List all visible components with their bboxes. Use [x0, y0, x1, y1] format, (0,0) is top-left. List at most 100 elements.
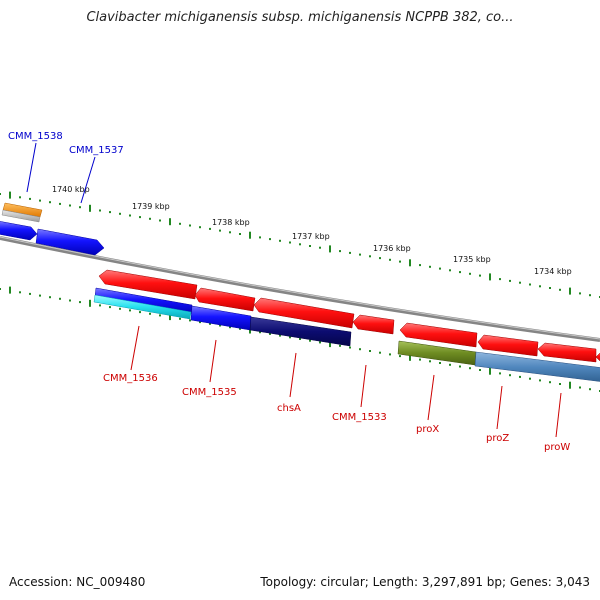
scale-tick — [509, 374, 511, 377]
scale-tick-major — [249, 231, 251, 239]
scale-tick — [589, 388, 591, 391]
gene-red-7[interactable] — [537, 342, 597, 363]
scale-tick — [139, 216, 141, 219]
gene-gray-segment[interactable] — [1, 209, 41, 223]
label-cmm1536[interactable]: CMM_1536 — [103, 373, 158, 384]
label-prox[interactable]: proX — [416, 424, 439, 435]
leader-cmm1537 — [80, 156, 96, 204]
scale-tick — [499, 278, 501, 281]
scale-label-1736: 1736 kbp — [373, 244, 411, 253]
gene-cmm1538[interactable] — [0, 221, 38, 241]
scale-tick — [499, 372, 501, 375]
scale-tick — [439, 267, 441, 270]
label-cmm1537[interactable]: CMM_1537 — [69, 145, 124, 156]
scale-tick — [59, 202, 61, 205]
scale-tick — [279, 334, 281, 337]
scale-tick — [479, 369, 481, 371]
gene-red-4[interactable] — [352, 314, 395, 335]
scale-tick — [289, 336, 291, 339]
label-cmm1538[interactable]: CMM_1538 — [8, 131, 63, 142]
scale-tick — [299, 243, 301, 246]
scale-tick — [239, 233, 241, 235]
scale-tick — [549, 381, 551, 384]
scale-tick — [459, 271, 461, 274]
scale-labels: 1740 kbp 1739 kbp 1738 kbp 1737 kbp 1736… — [52, 185, 572, 276]
scale-tick — [119, 212, 121, 215]
scale-tick — [49, 296, 51, 299]
label-chsa[interactable]: chsA — [277, 403, 301, 414]
scale-tick-major — [409, 259, 411, 267]
scale-tick — [479, 274, 481, 277]
scale-tick — [359, 348, 361, 351]
scale-tick — [109, 306, 111, 309]
scale-tick — [519, 281, 521, 284]
gene-red-2[interactable] — [194, 287, 256, 312]
scale-tick — [289, 241, 291, 244]
scale-tick — [339, 250, 341, 253]
label-cmm1535[interactable]: CMM_1535 — [182, 387, 237, 398]
scale-tick — [399, 260, 401, 263]
genome-backbone — [0, 236, 600, 342]
scale-tick — [449, 363, 451, 366]
outer-scale-ring — [0, 191, 600, 298]
scale-tick — [99, 209, 101, 212]
scale-tick-major — [489, 273, 491, 281]
scale-tick-major — [9, 286, 11, 294]
feature-track — [93, 287, 600, 383]
scale-tick — [109, 211, 111, 214]
feature-navy[interactable] — [249, 316, 352, 347]
gene-cmm1537[interactable] — [35, 228, 105, 256]
scale-tick — [129, 214, 131, 217]
gene-red-3[interactable] — [253, 297, 355, 329]
scale-tick — [259, 236, 261, 239]
scale-tick — [259, 331, 261, 334]
feature-blue-1[interactable] — [94, 287, 193, 315]
scale-tick — [509, 279, 511, 282]
scale-tick — [39, 294, 41, 297]
gene-red-6[interactable] — [477, 334, 539, 357]
gene-red-8[interactable] — [595, 350, 600, 364]
scale-tick-major — [409, 353, 411, 361]
scale-tick — [0, 193, 1, 195]
scale-label-1740: 1740 kbp — [52, 185, 90, 194]
scale-tick — [69, 204, 71, 207]
gene-red-1[interactable] — [98, 269, 198, 300]
scale-tick — [529, 377, 531, 380]
scale-label-1739: 1739 kbp — [132, 202, 170, 211]
scale-tick — [519, 375, 521, 378]
feature-steel[interactable] — [474, 351, 600, 383]
scale-tick — [349, 346, 351, 349]
scale-tick — [309, 339, 311, 342]
label-proz[interactable]: proZ — [486, 433, 509, 444]
scale-tick — [529, 283, 531, 286]
leader-cmm1533 — [360, 364, 367, 408]
scale-tick — [149, 217, 151, 220]
label-prow[interactable]: proW — [544, 442, 570, 453]
scale-tick — [29, 197, 31, 200]
scale-tick — [199, 321, 201, 324]
scale-tick — [39, 199, 41, 202]
leader-cmm1535 — [209, 339, 217, 383]
scale-tick — [19, 291, 21, 294]
scale-tick — [319, 341, 321, 344]
scale-tick-major — [9, 191, 11, 199]
scale-tick — [539, 285, 541, 288]
scale-label-1737: 1737 kbp — [292, 232, 330, 241]
scale-tick — [349, 251, 351, 254]
scale-tick-major — [89, 204, 91, 212]
scale-tick — [559, 288, 561, 291]
gene-red-5[interactable] — [399, 322, 478, 348]
leader-cmm1536 — [130, 325, 140, 371]
feature-cyan[interactable] — [93, 294, 192, 320]
gene-labels: CMM_1538 CMM_1537 CMM_1536 CMM_1535 chsA… — [8, 131, 570, 453]
scale-tick — [59, 297, 61, 300]
scale-tick — [429, 265, 431, 268]
scale-tick — [369, 255, 371, 258]
scale-tick-major — [569, 381, 571, 389]
label-cmm1533[interactable]: CMM_1533 — [332, 412, 387, 423]
scale-tick — [389, 258, 391, 261]
scale-tick — [219, 229, 221, 232]
scale-label-1734: 1734 kbp — [534, 267, 572, 276]
scale-tick — [429, 360, 431, 363]
